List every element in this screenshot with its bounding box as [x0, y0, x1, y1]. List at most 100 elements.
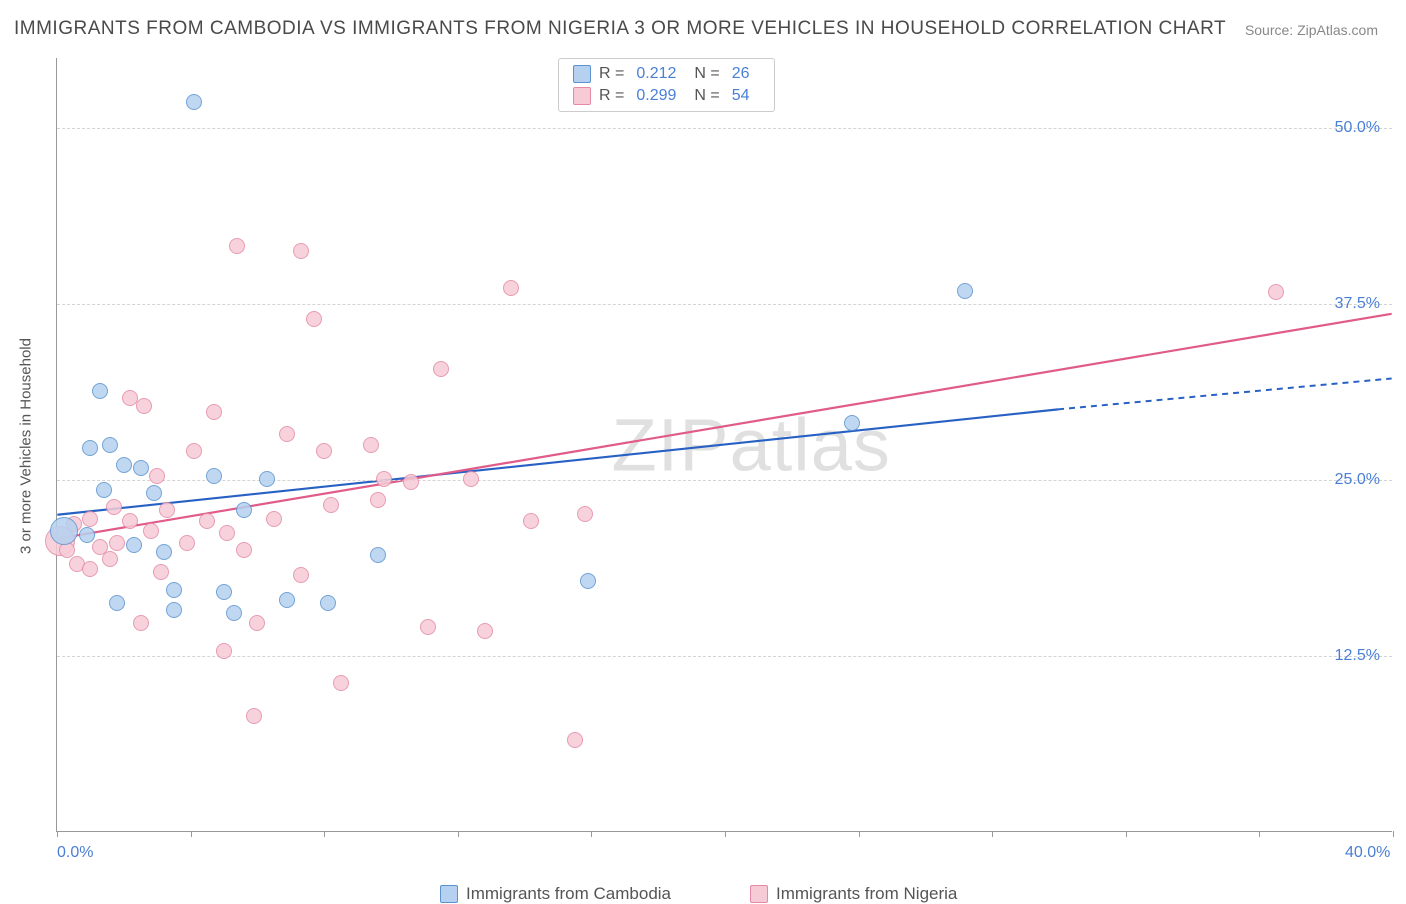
data-point — [186, 443, 202, 459]
source-attribution: Source: ZipAtlas.com — [1245, 22, 1378, 38]
legend-row-nigeria: R = 0.299 N = 54 — [559, 85, 774, 107]
legend-label-nigeria: Immigrants from Nigeria — [776, 884, 957, 904]
r-value-cambodia: 0.212 — [632, 65, 686, 83]
x-tick — [191, 831, 192, 837]
legend-item-cambodia: Immigrants from Cambodia — [440, 884, 671, 904]
data-point — [323, 497, 339, 513]
data-point — [106, 499, 122, 515]
data-point — [133, 460, 149, 476]
data-point — [96, 482, 112, 498]
data-point — [153, 564, 169, 580]
data-point — [109, 535, 125, 551]
data-point — [199, 513, 215, 529]
swatch-cambodia — [573, 65, 591, 83]
r-label: R = — [599, 65, 624, 83]
x-tick — [1126, 831, 1127, 837]
data-point — [82, 561, 98, 577]
legend-label-cambodia: Immigrants from Cambodia — [466, 884, 671, 904]
data-point — [567, 732, 583, 748]
x-tick — [859, 831, 860, 837]
plot-area: ZIPatlas 12.5%25.0%37.5%50.0%0.0%40.0% — [56, 58, 1392, 832]
data-point — [370, 492, 386, 508]
data-point — [82, 511, 98, 527]
data-point — [259, 471, 275, 487]
x-tick — [324, 831, 325, 837]
data-point — [156, 544, 172, 560]
x-tick-label: 40.0% — [1345, 844, 1390, 862]
data-point — [957, 283, 973, 299]
data-point — [166, 582, 182, 598]
gridline — [57, 304, 1392, 305]
chart-title: IMMIGRANTS FROM CAMBODIA VS IMMIGRANTS F… — [14, 18, 1226, 40]
data-point — [136, 398, 152, 414]
data-point — [126, 537, 142, 553]
data-point — [216, 584, 232, 600]
data-point — [216, 643, 232, 659]
data-point — [186, 94, 202, 110]
data-point — [293, 243, 309, 259]
data-point — [503, 280, 519, 296]
data-point — [236, 542, 252, 558]
data-point — [206, 404, 222, 420]
gridline — [57, 128, 1392, 129]
data-point — [420, 619, 436, 635]
data-point — [149, 468, 165, 484]
y-tick-label: 12.5% — [1335, 647, 1380, 665]
x-tick — [591, 831, 592, 837]
data-point — [219, 525, 235, 541]
data-point — [266, 511, 282, 527]
data-point — [477, 623, 493, 639]
data-point — [79, 527, 95, 543]
data-point — [320, 595, 336, 611]
data-point — [82, 440, 98, 456]
data-point — [523, 513, 539, 529]
y-tick-label: 37.5% — [1335, 295, 1380, 313]
data-point — [844, 415, 860, 431]
data-point — [229, 238, 245, 254]
n-value-nigeria: 54 — [728, 87, 760, 105]
gridline — [57, 480, 1392, 481]
data-point — [246, 708, 262, 724]
source-link[interactable]: ZipAtlas.com — [1297, 22, 1378, 38]
data-point — [370, 547, 386, 563]
data-point — [293, 567, 309, 583]
data-point — [50, 517, 78, 545]
data-point — [92, 383, 108, 399]
r-label: R = — [599, 87, 624, 105]
data-point — [146, 485, 162, 501]
x-tick — [725, 831, 726, 837]
data-point — [279, 592, 295, 608]
swatch-nigeria-bottom — [750, 885, 768, 903]
data-point — [236, 502, 252, 518]
y-tick-label: 50.0% — [1335, 119, 1380, 137]
gridline — [57, 656, 1392, 657]
source-label: Source: — [1245, 22, 1293, 38]
data-point — [279, 426, 295, 442]
data-point — [143, 523, 159, 539]
data-point — [116, 457, 132, 473]
data-point — [102, 437, 118, 453]
data-point — [166, 602, 182, 618]
chart-container: IMMIGRANTS FROM CAMBODIA VS IMMIGRANTS F… — [0, 0, 1406, 892]
n-label: N = — [694, 65, 719, 83]
legend-row-cambodia: R = 0.212 N = 26 — [559, 63, 774, 85]
data-point — [376, 471, 392, 487]
x-tick — [1259, 831, 1260, 837]
data-point — [109, 595, 125, 611]
n-value-cambodia: 26 — [728, 65, 760, 83]
x-tick — [1393, 831, 1394, 837]
data-point — [159, 502, 175, 518]
r-value-nigeria: 0.299 — [632, 87, 686, 105]
data-point — [306, 311, 322, 327]
y-axis-label: 3 or more Vehicles in Household — [18, 338, 35, 554]
data-point — [206, 468, 222, 484]
data-point — [1268, 284, 1284, 300]
data-point — [577, 506, 593, 522]
data-point — [363, 437, 379, 453]
y-tick-label: 25.0% — [1335, 471, 1380, 489]
x-tick-label: 0.0% — [57, 844, 93, 862]
data-point — [122, 513, 138, 529]
x-tick — [992, 831, 993, 837]
data-point — [102, 551, 118, 567]
swatch-nigeria — [573, 87, 591, 105]
